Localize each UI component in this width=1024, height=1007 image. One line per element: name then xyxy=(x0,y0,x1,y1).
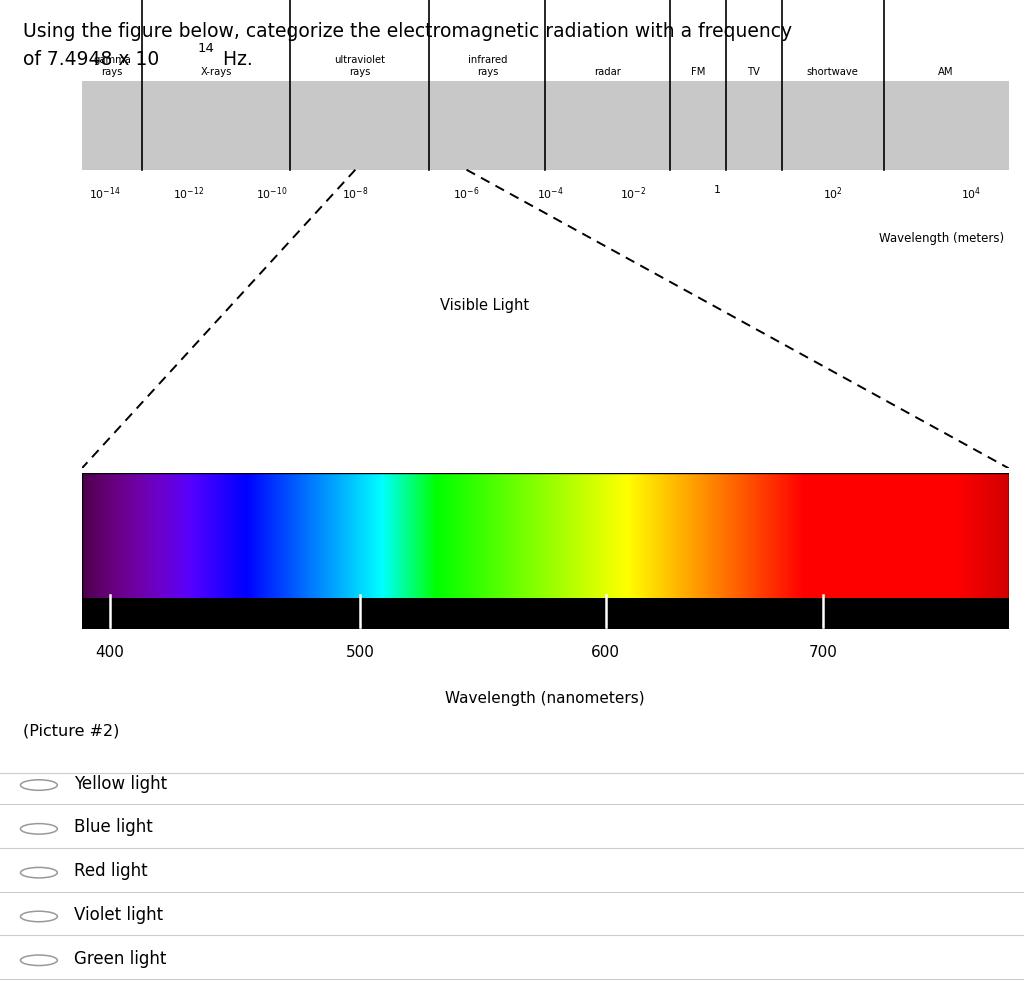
Text: 14: 14 xyxy=(198,42,214,55)
Text: Blue light: Blue light xyxy=(74,819,153,837)
Text: 10$^{-12}$: 10$^{-12}$ xyxy=(173,185,204,201)
Text: 700: 700 xyxy=(809,645,838,661)
Text: 600: 600 xyxy=(591,645,620,661)
Text: infrared
rays: infrared rays xyxy=(468,55,507,77)
Text: (Picture #2): (Picture #2) xyxy=(23,724,119,739)
Text: 400: 400 xyxy=(95,645,124,661)
Text: 10$^{-14}$: 10$^{-14}$ xyxy=(89,185,121,201)
Text: 10$^{-4}$: 10$^{-4}$ xyxy=(537,185,563,201)
Text: 1: 1 xyxy=(714,185,720,195)
Text: 10$^{4}$: 10$^{4}$ xyxy=(962,185,982,201)
Text: ultraviolet
rays: ultraviolet rays xyxy=(335,55,385,77)
Text: TV: TV xyxy=(748,66,760,77)
Text: gamma
rays: gamma rays xyxy=(93,55,131,77)
Text: Wavelength (nanometers): Wavelength (nanometers) xyxy=(445,691,645,706)
Text: AM: AM xyxy=(938,66,953,77)
Text: 500: 500 xyxy=(345,645,375,661)
Bar xyxy=(82,81,1009,170)
Text: 10$^{-10}$: 10$^{-10}$ xyxy=(256,185,288,201)
Text: 10$^{-8}$: 10$^{-8}$ xyxy=(342,185,369,201)
Text: Green light: Green light xyxy=(74,950,166,968)
Text: 10$^{-2}$: 10$^{-2}$ xyxy=(621,185,646,201)
Text: 10$^{2}$: 10$^{2}$ xyxy=(822,185,843,201)
Bar xyxy=(82,598,1009,629)
Text: Visible Light: Visible Light xyxy=(440,298,529,313)
Text: Yellow light: Yellow light xyxy=(74,774,167,793)
Text: of 7.4948 x 10: of 7.4948 x 10 xyxy=(23,50,159,69)
Text: Violet light: Violet light xyxy=(74,906,163,924)
Text: Red light: Red light xyxy=(74,862,147,880)
Text: shortwave: shortwave xyxy=(807,66,858,77)
Text: Hz.: Hz. xyxy=(217,50,253,69)
Text: Wavelength (meters): Wavelength (meters) xyxy=(879,232,1004,245)
Text: X-rays: X-rays xyxy=(201,66,232,77)
Text: Using the figure below, categorize the electromagnetic radiation with a frequenc: Using the figure below, categorize the e… xyxy=(23,22,792,41)
Text: FM: FM xyxy=(691,66,706,77)
Text: radar: radar xyxy=(594,66,622,77)
Text: 10$^{-6}$: 10$^{-6}$ xyxy=(454,185,480,201)
